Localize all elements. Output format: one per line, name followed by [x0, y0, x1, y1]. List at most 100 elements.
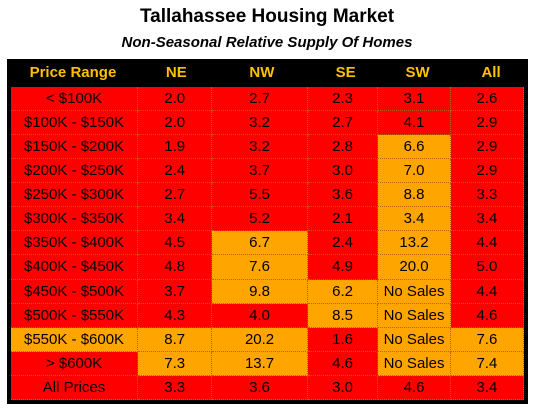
cell-nw: 7.6 — [212, 255, 308, 280]
table-row: $300K - $350K 3.4 5.2 2.1 3.4 3.4 — [11, 207, 525, 232]
cell-sw: 20.0 — [378, 255, 451, 280]
cell-ne: 2.0 — [138, 87, 213, 112]
cell-all: 4.6 — [450, 303, 525, 328]
cell-se: 3.6 — [307, 183, 379, 208]
table-header-row: Price Range NE NW SE SW All — [7, 59, 528, 87]
cell-sw: 13.2 — [378, 231, 451, 256]
cell-price-range: $450K - $500K — [11, 279, 139, 304]
table-row: $250K - $300K 2.7 5.5 3.6 8.8 3.3 — [11, 183, 525, 208]
table-row: All Prices 3.3 3.6 3.0 4.6 3.4 — [11, 375, 525, 400]
cell-sw: 3.1 — [378, 87, 451, 112]
cell-sw: 7.0 — [378, 159, 451, 184]
cell-se: 4.6 — [307, 351, 379, 376]
cell-price-range: $350K - $400K — [11, 231, 139, 256]
cell-price-range: $150K - $200K — [11, 135, 139, 160]
cell-ne: 4.5 — [138, 231, 213, 256]
cell-ne: 2.0 — [138, 111, 213, 136]
cell-nw: 6.7 — [212, 231, 308, 256]
cell-se: 3.0 — [307, 159, 379, 184]
header-all: All — [481, 64, 501, 81]
cell-all: 2.9 — [450, 135, 525, 160]
cell-sw: 6.6 — [378, 135, 451, 160]
cell-price-range: < $100K — [11, 87, 139, 112]
table-row: $500K - $550K 4.3 4.0 8.5 No Sales 4.6 — [11, 303, 525, 328]
cell-all: 4.4 — [450, 279, 525, 304]
cell-nw: 3.2 — [212, 135, 308, 160]
table-row: > $600K 7.3 13.7 4.6 No Sales 7.4 — [11, 351, 525, 376]
cell-ne: 3.3 — [138, 375, 213, 400]
header-ne: NE — [165, 64, 187, 81]
cell-price-range: $550K - $600K — [11, 327, 139, 352]
header-se: SE — [335, 64, 356, 81]
cell-ne: 1.9 — [138, 135, 213, 160]
cell-sw: No Sales — [378, 327, 451, 352]
cell-se: 2.1 — [307, 207, 379, 232]
cell-all: 7.4 — [450, 351, 525, 376]
table-body: < $100K 2.0 2.7 2.3 3.1 2.6 $100K - $150K 2.0 3.… — [11, 87, 525, 400]
cell-nw: 2.7 — [212, 87, 308, 112]
cell-ne: 8.7 — [138, 327, 213, 352]
page-title: Tallahassee Housing Market — [139, 6, 395, 27]
cell-price-range: All Prices — [11, 375, 139, 400]
cell-all: 7.6 — [450, 327, 525, 352]
cell-nw: 5.2 — [212, 207, 308, 232]
cell-all: 2.6 — [450, 87, 525, 112]
cell-ne: 4.8 — [138, 255, 213, 280]
header-price-range: Price Range — [29, 64, 117, 81]
cell-all: 2.9 — [450, 111, 525, 136]
cell-sw: No Sales — [378, 351, 451, 376]
cell-nw: 4.0 — [212, 303, 308, 328]
cell-nw: 13.7 — [212, 351, 308, 376]
cell-sw: No Sales — [378, 303, 451, 328]
table-row: $350K - $400K 4.5 6.7 2.4 13.2 4.4 — [11, 231, 525, 256]
table-row: $150K - $200K 1.9 3.2 2.8 6.6 2.9 — [11, 135, 525, 160]
cell-all: 5.0 — [450, 255, 525, 280]
cell-all: 4.4 — [450, 231, 525, 256]
cell-all: 2.9 — [450, 159, 525, 184]
cell-nw: 20.2 — [212, 327, 308, 352]
cell-sw: 8.8 — [378, 183, 451, 208]
cell-nw: 9.8 — [212, 279, 308, 304]
cell-all: 3.4 — [450, 375, 525, 400]
cell-price-range: $250K - $300K — [11, 183, 139, 208]
cell-ne: 3.4 — [138, 207, 213, 232]
cell-nw: 5.5 — [212, 183, 308, 208]
cell-sw: 4.1 — [378, 111, 451, 136]
header-nw: NW — [249, 64, 275, 81]
cell-nw: 3.6 — [212, 375, 308, 400]
cell-price-range: $400K - $450K — [11, 255, 139, 280]
table-row: $100K - $150K 2.0 3.2 2.7 4.1 2.9 — [11, 111, 525, 136]
table-row: $550K - $600K 8.7 20.2 1.6 No Sales 7.6 — [11, 327, 525, 352]
cell-se: 8.5 — [307, 303, 379, 328]
cell-se: 2.4 — [307, 231, 379, 256]
cell-sw: 3.4 — [378, 207, 451, 232]
cell-se: 2.7 — [307, 111, 379, 136]
cell-sw: 4.6 — [378, 375, 451, 400]
cell-ne: 3.7 — [138, 279, 213, 304]
cell-all: 3.4 — [450, 207, 525, 232]
table-row: $400K - $450K 4.8 7.6 4.9 20.0 5.0 — [11, 255, 525, 280]
cell-se: 6.2 — [307, 279, 379, 304]
cell-se: 1.6 — [307, 327, 379, 352]
table-row: < $100K 2.0 2.7 2.3 3.1 2.6 — [11, 87, 525, 112]
cell-se: 2.8 — [307, 135, 379, 160]
cell-ne: 2.4 — [138, 159, 213, 184]
cell-se: 3.0 — [307, 375, 379, 400]
cell-price-range: $200K - $250K — [11, 159, 139, 184]
cell-nw: 3.7 — [212, 159, 308, 184]
cell-price-range: $500K - $550K — [11, 303, 139, 328]
cell-price-range: $300K - $350K — [11, 207, 139, 232]
cell-ne: 7.3 — [138, 351, 213, 376]
cell-ne: 4.3 — [138, 303, 213, 328]
header-sw: SW — [405, 64, 430, 81]
cell-price-range: > $600K — [11, 351, 139, 376]
page-subtitle: Non-Seasonal Relative Supply Of Homes — [121, 34, 413, 51]
cell-se: 4.9 — [307, 255, 379, 280]
supply-table: Price Range NE NW SE SW All < $100K 2.0 2.… — [7, 59, 528, 404]
cell-ne: 2.7 — [138, 183, 213, 208]
table-row: $200K - $250K 2.4 3.7 3.0 7.0 2.9 — [11, 159, 525, 184]
table-row: $450K - $500K 3.7 9.8 6.2 No Sales 4.4 — [11, 279, 525, 304]
cell-nw: 3.2 — [212, 111, 308, 136]
cell-all: 3.3 — [450, 183, 525, 208]
cell-se: 2.3 — [307, 87, 379, 112]
